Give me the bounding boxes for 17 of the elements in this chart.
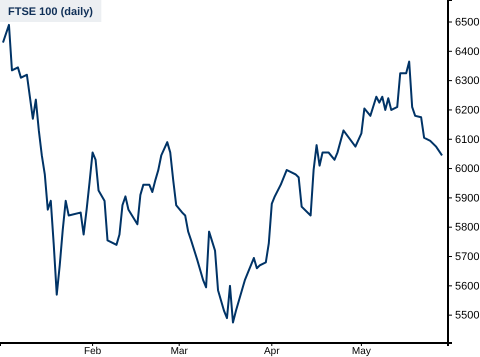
y-tick-label: 5800	[455, 222, 480, 234]
x-tick-label: Feb	[84, 346, 102, 357]
y-tick-label: 6100	[455, 134, 480, 146]
y-tick-label: 6500	[455, 16, 480, 29]
y-tick-label: 5900	[455, 192, 480, 204]
y-tick-label: 5600	[455, 280, 480, 292]
y-tick-label: 6300	[455, 75, 480, 88]
y-tick-label: 6000	[455, 163, 480, 176]
line-series	[2, 24, 444, 324]
x-tick-label: May	[352, 346, 371, 357]
x-tick-label: Apr	[264, 346, 280, 357]
y-tick-label: 5700	[455, 251, 480, 264]
x-tick-label: Mar	[170, 346, 188, 357]
y-tick-label: 6400	[455, 46, 480, 58]
y-tick-label: 6200	[455, 104, 480, 116]
title-box: FTSE 100 (daily)	[0, 0, 102, 22]
y-tick-label: 5500	[455, 310, 480, 322]
